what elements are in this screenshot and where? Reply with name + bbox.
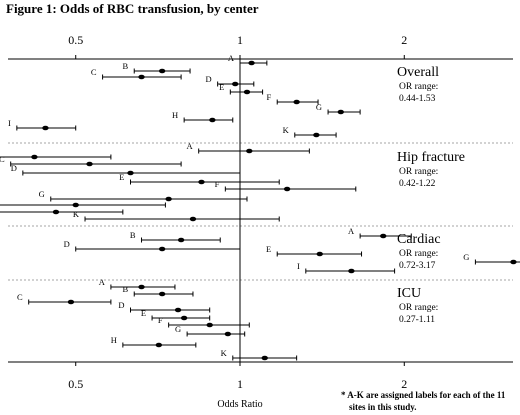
or-range-value-overall: 0.44-1.53 [399, 94, 436, 104]
point-estimate-hip-fracture-a [246, 148, 253, 154]
axes-layer: 0.20.20.50.5112244 [8, 33, 513, 391]
or-range-label-icu: OR range: [399, 303, 438, 313]
panel-title-icu: ICU [397, 286, 421, 301]
center-label-icu-k: K [221, 348, 228, 358]
center-label-overall-i: I [8, 118, 11, 128]
center-label-hip-fracture-f: F [215, 179, 220, 189]
point-estimate-icu-b [158, 291, 166, 297]
center-label-overall-e: E [219, 82, 224, 92]
center-label-hip-fracture-g: G [39, 189, 45, 199]
point-estimate-hip-fracture-k [189, 216, 197, 222]
center-label-cardiac-g: G [463, 252, 469, 262]
center-label-hip-fracture-e: E [119, 172, 124, 182]
point-estimate-icu-f [206, 322, 213, 328]
point-estimate-hip-fracture-e [198, 179, 205, 185]
bottom-tick-label: 2 [401, 377, 407, 391]
point-estimate-hip-fracture-g [165, 196, 172, 202]
point-estimate-hip-fracture-b [31, 154, 38, 160]
center-label-cardiac-a: A [348, 226, 355, 236]
center-label-cardiac-i: I [297, 261, 300, 271]
point-estimate-hip-fracture-f [283, 186, 291, 192]
center-label-overall-b: B [123, 61, 129, 71]
center-label-cardiac-b: B [130, 230, 136, 240]
top-tick-label: 0.5 [68, 33, 83, 47]
center-label-icu-a: A [99, 277, 106, 287]
point-estimate-icu-c [67, 299, 75, 305]
center-label-icu-g: G [175, 324, 181, 334]
point-estimate-hip-fracture-i [52, 209, 60, 215]
point-estimate-icu-h [155, 342, 163, 348]
or-range-value-cardiac: 0.72-3.17 [399, 261, 436, 271]
point-estimate-cardiac-a [380, 233, 387, 239]
or-range-label-overall: OR range: [399, 82, 438, 92]
point-estimate-overall-b [158, 68, 166, 74]
point-estimate-overall-c [138, 74, 145, 80]
point-estimate-icu-g [224, 331, 232, 337]
point-estimate-overall-g [337, 109, 344, 115]
point-estimate-hip-fracture-d [127, 170, 134, 176]
point-estimate-hip-fracture-h [72, 202, 79, 208]
center-label-overall-c: C [91, 67, 97, 77]
bottom-tick-label: 0.5 [68, 377, 83, 391]
or-range-label-cardiac: OR range: [399, 249, 438, 259]
point-estimate-cardiac-g [510, 259, 517, 265]
point-estimate-overall-f [293, 99, 300, 105]
panel-title-cardiac: Cardiac [397, 232, 441, 247]
center-label-overall-a: A [228, 53, 235, 63]
center-label-overall-f: F [266, 92, 271, 102]
center-label-icu-b: B [123, 284, 129, 294]
point-estimate-cardiac-i [348, 268, 355, 274]
center-label-icu-e: E [141, 308, 146, 318]
top-tick-label: 2 [401, 33, 407, 47]
point-estimate-icu-k [261, 355, 268, 361]
or-range-value-icu: 0.27-1.11 [399, 315, 435, 325]
center-label-icu-d: D [118, 300, 124, 310]
point-estimate-cardiac-d [158, 246, 166, 252]
x-axis-title: Odds Ratio [217, 399, 262, 410]
marks-layer [0, 60, 520, 361]
point-estimate-icu-a [138, 284, 145, 290]
point-estimate-icu-d [174, 307, 182, 313]
point-estimate-overall-a [248, 60, 255, 66]
center-label-cardiac-d: D [64, 239, 70, 249]
panel-title-hip-fracture: Hip fracture [397, 150, 465, 165]
point-estimate-icu-e [180, 315, 188, 321]
center-label-overall-k: K [283, 125, 290, 135]
center-label-overall-h: H [172, 110, 178, 120]
point-estimate-overall-h [209, 117, 216, 123]
center-label-cardiac-e: E [266, 244, 271, 254]
point-estimate-overall-e [243, 89, 251, 95]
center-label-hip-fracture-c: C [0, 154, 5, 164]
point-estimate-cardiac-e [316, 251, 323, 257]
center-label-icu-c: C [17, 292, 23, 302]
center-label-overall-g: G [316, 102, 322, 112]
point-estimate-cardiac-b [177, 237, 185, 243]
center-label-hip-fracture-a: A [187, 141, 194, 151]
figure-title: Figure 1: Odds of RBC transfusion, by ce… [6, 1, 259, 16]
center-label-overall-d: D [206, 74, 212, 84]
panel-title-overall: Overall [397, 65, 439, 80]
center-label-hip-fracture-k: K [73, 209, 80, 219]
point-estimate-hip-fracture-c [86, 161, 93, 167]
or-range-value-hip-fracture: 0.42-1.22 [399, 179, 436, 189]
point-estimate-overall-k [313, 132, 320, 138]
bottom-tick-label: 1 [237, 377, 243, 391]
point-estimate-overall-d [232, 81, 239, 87]
footnote-line-1: * A-K are assigned labels for each of th… [341, 390, 506, 400]
point-estimate-overall-i [42, 125, 49, 131]
top-tick-label: 1 [237, 33, 243, 47]
or-range-label-hip-fracture: OR range: [399, 167, 438, 177]
footnote-line-2: sites in this study. [349, 402, 417, 412]
center-label-icu-f: F [158, 315, 163, 325]
center-label-hip-fracture-d: D [11, 163, 17, 173]
center-label-icu-h: H [111, 335, 117, 345]
